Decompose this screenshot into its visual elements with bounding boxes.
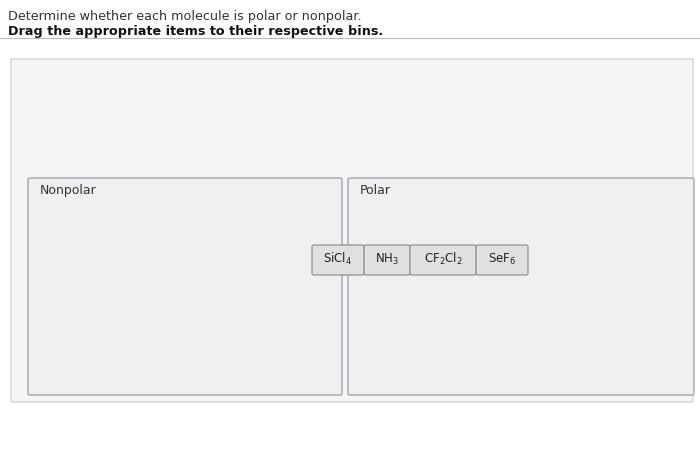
FancyBboxPatch shape: [11, 59, 693, 402]
FancyBboxPatch shape: [364, 245, 410, 275]
Text: CF$_2$Cl$_2$: CF$_2$Cl$_2$: [424, 251, 462, 267]
Text: Nonpolar: Nonpolar: [40, 184, 97, 197]
FancyBboxPatch shape: [410, 245, 476, 275]
FancyBboxPatch shape: [312, 245, 364, 275]
Text: Polar: Polar: [360, 184, 391, 197]
Text: Drag the appropriate items to their respective bins.: Drag the appropriate items to their resp…: [8, 25, 383, 38]
FancyBboxPatch shape: [28, 178, 342, 395]
FancyBboxPatch shape: [348, 178, 694, 395]
Text: NH$_3$: NH$_3$: [375, 251, 399, 267]
Text: Determine whether each molecule is polar or nonpolar.: Determine whether each molecule is polar…: [8, 10, 362, 23]
Text: SiCl$_4$: SiCl$_4$: [323, 251, 353, 267]
FancyBboxPatch shape: [476, 245, 528, 275]
Text: SeF$_6$: SeF$_6$: [488, 251, 516, 267]
